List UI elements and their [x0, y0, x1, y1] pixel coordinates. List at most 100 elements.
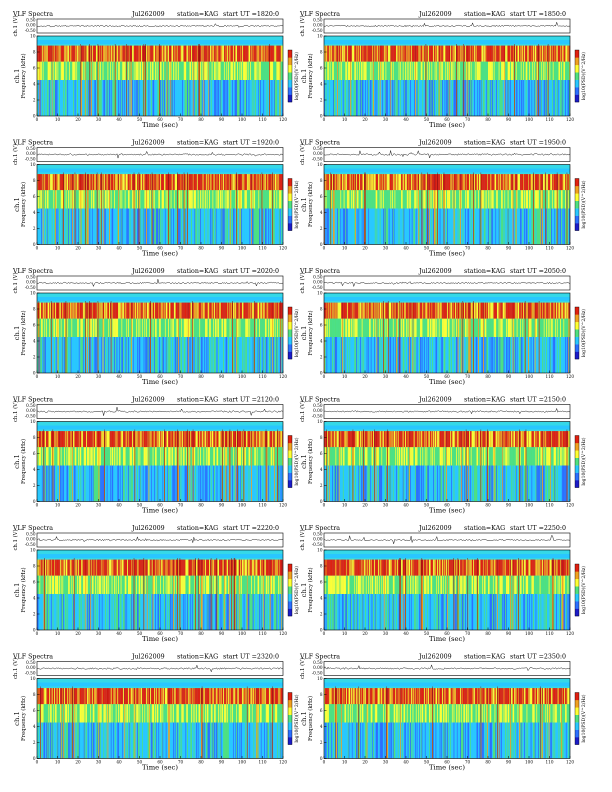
spectrogram-cell: [341, 61, 343, 80]
spectrogram-cell: [269, 190, 271, 209]
spectrogram-cell: [472, 190, 474, 209]
spectrogram-cell: [277, 61, 279, 80]
spectrogram-cell: [414, 190, 416, 209]
spectrogram-cell: [92, 61, 94, 80]
spectrogram-cell: [220, 318, 222, 337]
spectrogram-cell: [183, 80, 185, 116]
spectrogram-cell: [223, 190, 225, 209]
spectrogram-cell: [328, 190, 330, 209]
spectrogram-cell: [178, 61, 179, 80]
colorbar-label: log10(PSD)(V^2/Hz): [580, 180, 587, 228]
spectrogram-cell: [481, 61, 483, 80]
spectrogram-cell: [234, 174, 236, 191]
spectrogram-cell: [193, 302, 195, 319]
spectrogram-cell: [76, 174, 78, 191]
spectrogram-cell: [96, 45, 97, 62]
spectrogram-cell: [167, 337, 169, 373]
spectrogram-cell: [280, 174, 282, 191]
spectrogram-cell: [142, 45, 144, 62]
spectrogram-cell: [184, 302, 186, 319]
spectrogram-cell: [424, 174, 425, 191]
spectrogram-cell: [234, 190, 236, 209]
spectrogram-cell: [518, 45, 520, 62]
spectrogram-cell: [233, 45, 235, 62]
spectrogram-cell: [566, 61, 568, 80]
spectrogram-cell: [206, 80, 208, 116]
spectrogram-cell: [247, 318, 249, 337]
spectrogram-cell: [389, 80, 391, 116]
spectrogram-cell: [530, 190, 532, 209]
spectrogram-cell: [117, 80, 119, 116]
spectrogram-cell: [430, 61, 432, 80]
spectrogram-cell: [259, 45, 261, 62]
waveform-tick: 0.00: [313, 23, 323, 28]
spectrogram-cell: [344, 318, 346, 337]
spectrogram-cell: [494, 208, 496, 245]
spectrogram-cell: [483, 208, 485, 245]
waveform-tick: -0.50: [312, 28, 323, 33]
spectrogram-cell: [185, 45, 187, 62]
spectrogram-cell: [64, 61, 65, 80]
spectrogram-cell: [531, 80, 533, 116]
spectrogram-cell: [443, 45, 445, 62]
spectrogram-cell: [534, 208, 536, 245]
spectrogram-cell: [228, 302, 230, 319]
spectrogram-cell: [416, 190, 418, 209]
spectrogram-cell: [174, 208, 176, 245]
spectrogram-cell: [426, 174, 428, 191]
spectrogram-cell: [200, 80, 202, 116]
spectrogram-cell: [385, 80, 387, 116]
spectrogram-cell: [59, 302, 61, 319]
spectrogram-cell: [204, 302, 206, 319]
spectrogram-cell: [78, 302, 80, 319]
spectrogram-cell: [59, 174, 61, 191]
spectrogram-cell: [386, 61, 388, 80]
spectrogram-cell: [457, 61, 459, 80]
colorbar-segment: [288, 185, 292, 194]
spectrogram-cell: [488, 190, 489, 209]
spectrogram-cell: [207, 45, 209, 62]
spectrogram-cell: [190, 208, 192, 245]
spectrogram-cell: [233, 318, 235, 337]
spectrogram-cell: [538, 80, 540, 116]
x-tick-label: 0: [36, 117, 39, 122]
spectrogram-cell: [37, 80, 38, 116]
spectrogram-cell: [493, 45, 495, 62]
spectrogram-cell: [468, 190, 470, 209]
spectrogram-cell: [37, 61, 39, 80]
spectrogram-cell: [228, 318, 229, 337]
spectrogram-cell: [56, 61, 58, 80]
panel-start-ut: start UT =2020:0: [223, 268, 279, 275]
spectrogram-cell: [68, 337, 70, 373]
spectrogram-cell: [469, 80, 471, 116]
spectrogram-cell: [199, 337, 201, 373]
spectrogram-cell: [362, 174, 364, 191]
spectrogram-cell: [50, 208, 52, 245]
spectrogram-cell: [254, 80, 256, 116]
spectrogram-cell: [484, 190, 486, 209]
spectrogram-cell: [46, 302, 48, 319]
spectrogram-cell: [132, 337, 134, 373]
spectrogram-cell: [142, 190, 144, 209]
spectrogram-cell: [134, 45, 136, 62]
spectrogram-cell: [123, 208, 125, 245]
spectrogram-cell: [227, 318, 229, 337]
spectrogram-cell: [201, 80, 203, 116]
spectrogram-cell: [569, 45, 571, 62]
spectrogram-cell: [281, 174, 283, 191]
spectrogram-cell: [77, 302, 79, 319]
spectrogram-cell: [508, 208, 510, 245]
spectrogram-cell: [430, 174, 432, 191]
spectrogram-cell: [108, 61, 110, 80]
spectrogram-cell: [553, 190, 555, 209]
spectrogram-cell: [76, 302, 78, 319]
spectrogram-cell: [480, 45, 482, 62]
spectrogram-cell: [524, 80, 525, 116]
spectrogram-cell: [169, 208, 171, 245]
spectrogram-cell: [209, 61, 211, 80]
spectrogram-cell: [260, 61, 261, 80]
spectrogram-cell: [404, 174, 406, 191]
spectrogram-cell: [164, 318, 166, 337]
spectrogram-cell: [280, 80, 282, 116]
spectrogram-cell: [66, 208, 68, 245]
